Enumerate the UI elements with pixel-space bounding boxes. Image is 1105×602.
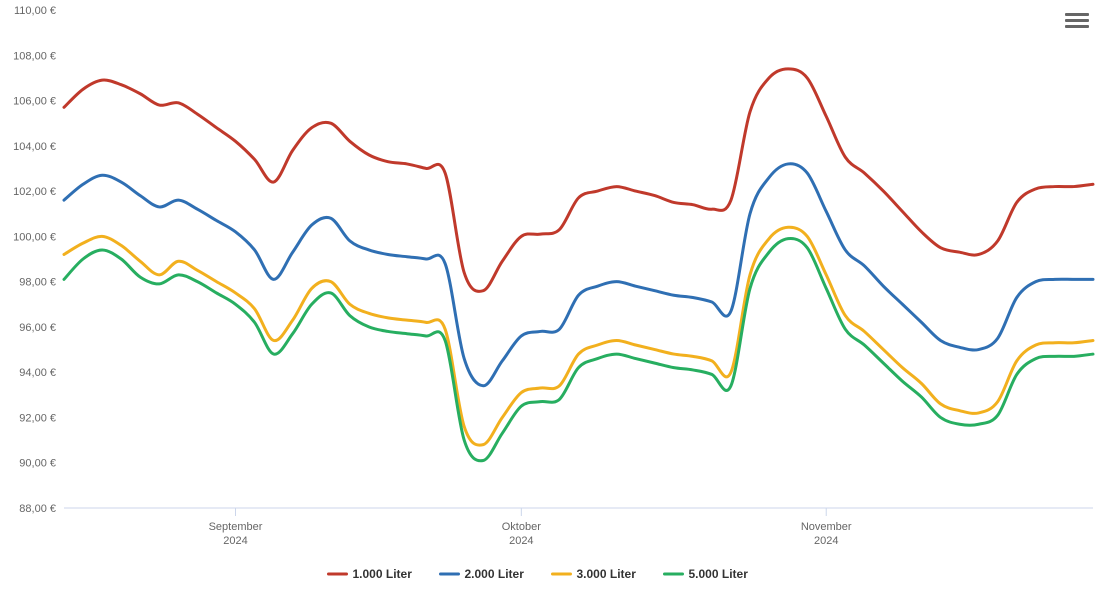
legend-item[interactable]: 3.000 Liter — [553, 567, 637, 581]
legend-label: 2.000 Liter — [465, 567, 525, 581]
line-chart: 88,00 € 90,00 € 92,00 € 94,00 € 96,00 € 98,00… — [0, 0, 1105, 602]
x-axis-label: 2024 — [509, 535, 533, 547]
legend: 1.000 Liter 2.000 Liter 3.000 Liter 5.000 L… — [329, 567, 749, 581]
y-axis-label: 98,00 € — [19, 277, 56, 289]
y-axis-label: 100,00 € — [13, 231, 56, 243]
y-axis-label: 104,00 € — [13, 141, 56, 153]
y-axis-label: 110,00 € — [14, 5, 56, 17]
x-axis-label: Oktober — [502, 521, 541, 533]
hamburger-icon[interactable] — [1065, 10, 1089, 30]
legend-item[interactable]: 2.000 Liter — [441, 567, 525, 581]
series-line — [64, 69, 1093, 292]
legend-label: 5.000 Liter — [689, 567, 749, 581]
series-line — [64, 227, 1093, 445]
legend-label: 1.000 Liter — [353, 567, 413, 581]
y-axis-label: 106,00 € — [13, 96, 56, 108]
x-axis-label: November — [801, 521, 852, 533]
y-axis-label: 96,00 € — [19, 322, 56, 334]
y-axis-label: 88,00 € — [19, 503, 56, 515]
legend-item[interactable]: 1.000 Liter — [329, 567, 413, 581]
y-axis-label: 90,00 € — [19, 458, 56, 470]
legend-label: 3.000 Liter — [577, 567, 637, 581]
x-axis-label: September — [209, 521, 263, 533]
y-axis-label: 102,00 € — [13, 186, 56, 198]
legend-item[interactable]: 5.000 Liter — [665, 567, 749, 581]
x-axis-label: 2024 — [223, 535, 247, 547]
y-axis-label: 94,00 € — [19, 367, 56, 379]
y-axis-label: 108,00 € — [13, 50, 56, 62]
series-line — [64, 238, 1093, 460]
x-axis-label: 2024 — [814, 535, 838, 547]
chart-container: 88,00 € 90,00 € 92,00 € 94,00 € 96,00 € 98,00… — [0, 0, 1105, 602]
y-axis-label: 92,00 € — [19, 412, 56, 424]
